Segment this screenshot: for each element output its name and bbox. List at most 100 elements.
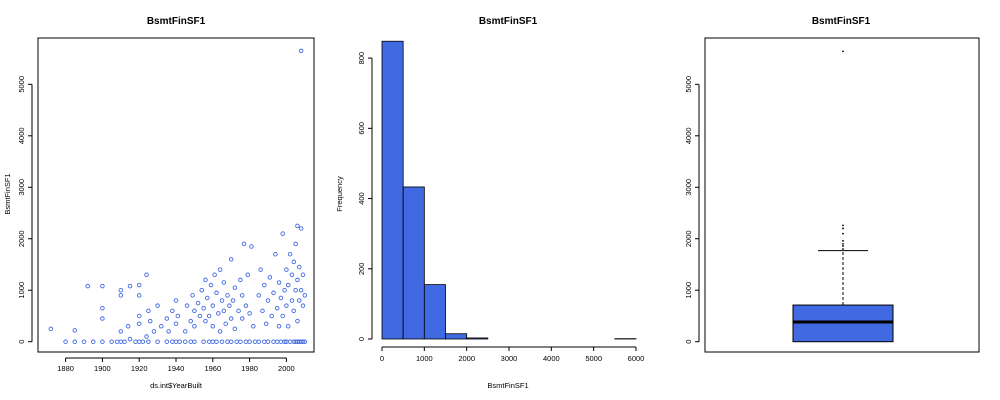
scatter-point [228,316,234,321]
scatter-point [256,293,262,298]
scatter-point [184,303,190,308]
boxplot-outlier [842,248,844,250]
scatter-point [298,226,304,231]
scatter-point [236,308,241,314]
scatter-point [136,282,142,288]
histogram-x-tick-label: 5000 [585,354,602,363]
scatter-point [144,334,149,339]
scatter-point [300,272,306,278]
scatter-y-tick-label: 0 [17,340,26,344]
scatter-point [190,293,195,298]
scatter-point [280,231,285,236]
scatter-point [203,277,208,283]
scatter-x-tick-label: 1880 [57,364,74,373]
scatter-point [100,339,105,344]
scatter-point [170,308,175,314]
scatter-point [173,321,179,326]
scatter-point [164,339,170,344]
boxplot-y-tick-label: 1000 [684,282,693,299]
scatter-point [280,313,285,319]
scatter-point [284,267,289,272]
scatter-point [136,339,142,344]
scatter-point [245,272,251,278]
histogram-x-tick-label: 1000 [416,354,433,363]
scatter-point [114,339,120,344]
boxplot-outlier [842,232,844,235]
scatter-point [300,303,306,308]
scatter-point [293,241,298,247]
scatter-point [278,295,284,301]
scatter-y-tick-label: 2000 [17,230,26,247]
scatter-point [269,313,274,319]
histogram-bar [445,333,468,340]
scatter-point [205,295,210,301]
scatter-point [238,339,243,344]
scatter-point [227,303,232,308]
scatter-y-tick-label: 5000 [17,76,26,93]
scatter-point [118,329,124,334]
scatter-panel: BsmtFinSF1 1880 1900 1920 1940 1960 1980 2000 … [3,16,315,390]
scatter-point [210,339,216,344]
histogram-y-tick-label: 400 [357,192,366,205]
scatter-point [219,298,225,303]
boxplot-outlier [842,243,844,245]
scatter-point [164,316,170,321]
histogram-x-label: BsmtFinSF1 [487,381,528,390]
scatter-point [228,339,234,344]
scatter-point [221,280,227,285]
scatter-point [175,313,181,319]
histogram-y-axis: 0 200 400 600 800 [357,52,373,341]
scatter-point [289,298,295,303]
scatter-point [297,264,302,270]
scatter-point [282,287,287,293]
scatter-x-tick-label: 1920 [131,364,148,373]
scatter-x-tick-label: 1980 [241,364,258,373]
scatter-point [159,324,164,329]
scatter-point [136,313,142,319]
scatter-point [273,251,278,257]
scatter-point [199,287,205,293]
scatter-point [201,339,206,344]
scatter-point [48,326,54,332]
scatter-point [271,339,276,344]
scatter-y-tick-label: 1000 [17,282,26,299]
scatter-y-tick-label: 4000 [17,127,26,144]
scatter-point [239,293,245,298]
scatter-point [228,257,234,262]
scatter-points [48,48,308,344]
scatter-point [234,339,239,344]
scatter-point [203,318,208,324]
boxplot-plot-frame [704,37,980,353]
scatter-point [140,339,146,344]
scatter-y-label: BsmtFinSF1 [3,173,12,214]
histogram-panel: BsmtFinSF1 0 1000 2000 3000 4000 5000 6000 0 20… [335,16,644,390]
scatter-x-tick-label: 1900 [94,364,111,373]
histogram-x-tick-label: 6000 [628,354,645,363]
scatter-point [72,339,78,344]
scatter-point [285,282,291,288]
scatter-point [232,326,238,332]
scatter-point [274,339,280,344]
scatter-point [282,339,287,344]
scatter-point [262,339,267,344]
scatter-point [249,244,254,249]
scatter-point [195,300,201,306]
scatter-point [265,298,271,303]
scatter-point [144,272,149,278]
scatter-point [274,305,280,311]
boxplot-panel: BsmtFinSF1 0 1000 2000 3000 4000 5000 [684,16,980,353]
scatter-point [241,241,247,247]
scatter-point [206,313,212,319]
scatter-point [85,283,90,289]
scatter-point [127,283,133,289]
scatter-point [238,277,243,283]
scatter-point [212,272,217,278]
scatter-point [100,283,105,289]
scatter-title: BsmtFinSF1 [147,16,206,27]
scatter-point [232,285,238,290]
scatter-point [201,305,206,311]
histogram-y-tick-label: 0 [357,337,366,341]
scatter-point [188,339,193,344]
scatter-point [100,305,105,311]
